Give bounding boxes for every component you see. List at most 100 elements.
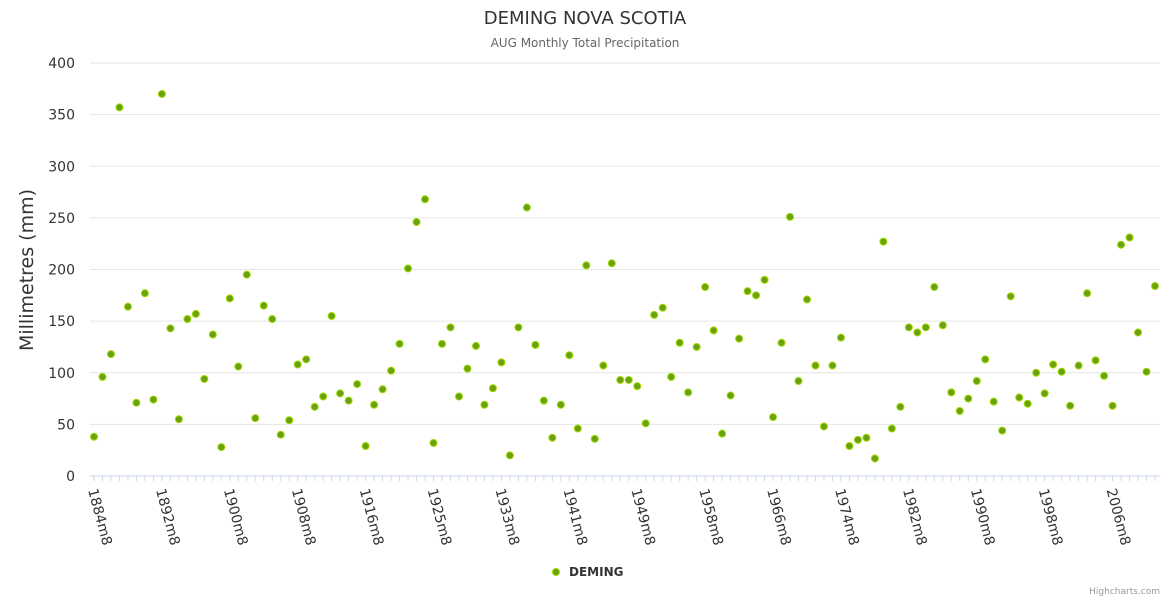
data-point	[1023, 399, 1032, 408]
credits-link[interactable]: Highcharts.com	[1089, 587, 1160, 597]
data-point	[565, 351, 574, 360]
data-point	[123, 302, 132, 311]
x-tick-label: 1892m8	[152, 487, 183, 547]
data-point	[140, 289, 149, 298]
data-point	[802, 295, 811, 304]
y-tick-label: 300	[48, 159, 75, 175]
data-point	[794, 377, 803, 386]
data-point	[488, 384, 497, 393]
legend-item-deming[interactable]: DEMING	[569, 565, 623, 579]
data-point	[701, 283, 710, 292]
data-point	[353, 380, 362, 389]
x-tick-label: 1998m8	[1035, 487, 1066, 547]
data-point	[777, 338, 786, 347]
data-point	[1006, 292, 1015, 301]
data-point	[692, 342, 701, 351]
y-tick-label: 350	[48, 108, 75, 124]
data-point	[208, 330, 217, 339]
data-point	[862, 433, 871, 442]
data-point	[726, 391, 735, 400]
data-point	[438, 339, 447, 348]
y-tick-label: 0	[66, 469, 75, 485]
y-tick-label: 100	[48, 366, 75, 382]
data-point	[1066, 401, 1075, 410]
data-point	[421, 195, 430, 204]
grid-lines	[90, 62, 1160, 425]
y-tick-label: 200	[48, 263, 75, 279]
data-point	[166, 324, 175, 333]
data-point	[1108, 401, 1117, 410]
data-point	[667, 372, 676, 381]
x-axis-ticks: 1884m8 1892m8 1900m8 1908m8 1916m8 1925m8 1933…	[84, 487, 1133, 547]
data-point	[539, 396, 548, 405]
data-point	[752, 291, 761, 300]
data-point	[870, 454, 879, 463]
data-point	[149, 395, 158, 404]
data-point	[302, 355, 311, 364]
data-point	[879, 237, 888, 246]
data-point	[174, 415, 183, 424]
data-point	[743, 287, 752, 296]
data-point	[887, 424, 896, 433]
data-point	[1074, 361, 1083, 370]
data-point	[217, 443, 226, 452]
data-point	[361, 442, 370, 451]
x-tick-label: 1941m8	[559, 487, 590, 547]
data-point	[336, 389, 345, 398]
data-point	[718, 429, 727, 438]
data-point	[259, 301, 268, 310]
x-tick-label: 1933m8	[492, 487, 523, 547]
data-point	[896, 402, 905, 411]
data-point	[964, 394, 973, 403]
data-point	[200, 374, 209, 383]
data-point	[514, 323, 523, 332]
data-point	[913, 328, 922, 337]
data-point	[497, 358, 506, 367]
data-point	[1151, 282, 1159, 291]
data-point	[947, 388, 956, 397]
chart-subtitle: AUG Monthly Total Precipitation	[491, 36, 680, 50]
x-tick-label: 1916m8	[356, 487, 387, 547]
x-tick-label: 1958m8	[695, 487, 726, 547]
data-point	[463, 364, 472, 373]
x-tick-label: 1982m8	[899, 487, 930, 547]
data-point	[471, 341, 480, 350]
data-point	[921, 323, 930, 332]
data-point	[972, 377, 981, 386]
data-point	[641, 419, 650, 428]
data-point	[90, 432, 98, 441]
data-point	[786, 212, 795, 221]
data-point	[556, 400, 565, 409]
x-tick-label: 1908m8	[288, 487, 319, 547]
data-point	[480, 400, 489, 409]
x-tick-label: 1966m8	[763, 487, 794, 547]
data-point	[378, 385, 387, 394]
legend[interactable]: DEMING	[552, 565, 624, 579]
chart-title: DEMING NOVA SCOTIA	[484, 8, 687, 29]
data-point	[582, 261, 591, 270]
data-point	[1091, 356, 1100, 365]
data-point	[811, 361, 820, 370]
data-point	[1125, 233, 1134, 242]
data-point	[573, 424, 582, 433]
data-point	[828, 361, 837, 370]
data-point	[191, 309, 200, 318]
data-point	[268, 315, 277, 324]
data-point	[446, 323, 455, 332]
data-point	[106, 350, 115, 359]
data-point	[310, 402, 319, 411]
data-point	[1015, 393, 1024, 402]
data-point	[1142, 367, 1151, 376]
data-point	[1057, 367, 1066, 376]
data-point	[412, 218, 421, 227]
data-point	[387, 366, 396, 375]
data-point	[319, 392, 328, 401]
data-point	[242, 270, 251, 279]
data-point	[590, 434, 599, 443]
data-point	[955, 406, 964, 415]
data-point	[624, 375, 633, 384]
data-point	[684, 388, 693, 397]
y-tick-label: 250	[48, 211, 75, 227]
data-point	[633, 382, 642, 391]
x-tick-label: 1990m8	[967, 487, 998, 547]
